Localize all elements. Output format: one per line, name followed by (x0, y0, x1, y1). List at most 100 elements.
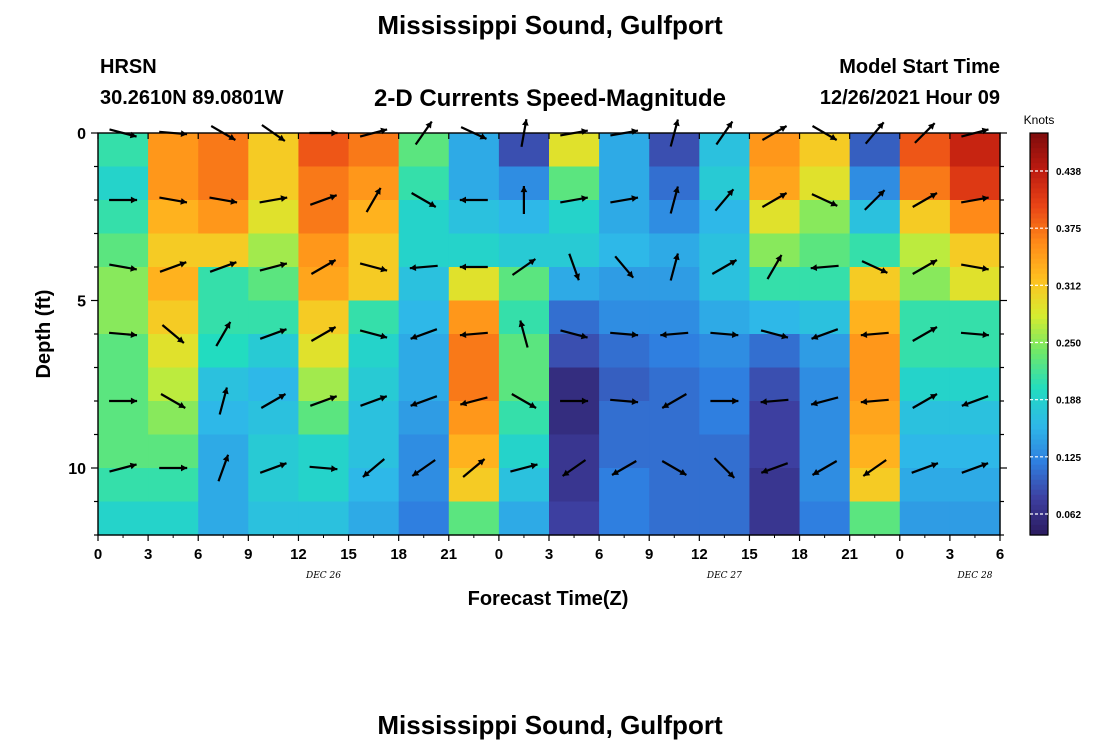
heatmap-cell (899, 267, 951, 302)
heatmap-cell (148, 233, 199, 268)
heatmap-cell (949, 367, 1001, 402)
heatmap-cell (148, 166, 199, 201)
colorbar-segment (1030, 494, 1048, 501)
heatmap-cell (599, 267, 650, 302)
heatmap-cell (448, 434, 500, 469)
heatmap-cell (749, 434, 801, 469)
x-tick-label: 21 (841, 546, 858, 563)
current-vector (460, 396, 488, 407)
current-vector (409, 264, 438, 271)
heatmap-cell (749, 468, 801, 503)
colorbar-segment (1030, 223, 1048, 230)
colorbar-segment (1030, 484, 1048, 491)
heatmap-cell (298, 166, 350, 201)
colorbar-segment (1030, 173, 1048, 179)
current-vector (912, 192, 938, 208)
heatmap-cell (549, 468, 600, 503)
heatmap-cell (248, 200, 300, 235)
current-vector (560, 397, 589, 405)
current-vector (714, 188, 735, 212)
heatmap-cell (348, 468, 400, 503)
current-vector (109, 397, 138, 405)
heatmap-cell (699, 200, 751, 235)
heatmap-cell (148, 334, 199, 369)
heatmap-cell (849, 468, 901, 503)
y-tick-label: 10 (68, 461, 86, 478)
heatmap-cell (298, 334, 350, 369)
heatmap-cell (248, 233, 300, 268)
current-vector (761, 192, 788, 208)
heatmap-cell (799, 200, 851, 235)
heatmap-cell (649, 300, 700, 335)
current-vector (713, 457, 736, 479)
heatmap-cell (549, 300, 600, 335)
x-tick-label: 21 (440, 546, 457, 563)
current-vector (462, 458, 486, 478)
current-vector (510, 462, 538, 473)
current-vector (309, 194, 338, 206)
current-vector (209, 261, 237, 273)
colorbar-segment (1030, 364, 1048, 370)
current-vector (560, 329, 588, 340)
heatmap-cell (198, 434, 249, 469)
heatmap-cell (849, 166, 901, 201)
current-vector (611, 460, 637, 476)
colorbar-segment (1030, 138, 1048, 144)
colorbar-segment (1030, 489, 1048, 496)
page-title-repeat: Mississippi Sound, Gulfport (377, 710, 723, 740)
current-vector (109, 462, 137, 473)
current-vector (911, 462, 939, 474)
heatmap-cell (498, 434, 550, 469)
heatmap-cell (899, 501, 951, 536)
heatmap-cell (749, 401, 801, 436)
current-vector (365, 187, 382, 213)
heatmap-cell (599, 468, 650, 503)
current-vector (864, 189, 886, 211)
heatmap-cell (749, 501, 801, 536)
colorbar-segment (1030, 449, 1048, 456)
heatmap-cell (849, 434, 901, 469)
current-vector (518, 320, 529, 348)
heatmap-cell (849, 401, 901, 436)
heatmap-cell (198, 133, 249, 168)
colorbar-segment (1030, 344, 1048, 350)
colorbar-segment (1030, 474, 1048, 481)
colorbar-segment (1030, 248, 1048, 255)
heatmap-cell (899, 233, 951, 268)
heatmap-cell (699, 334, 751, 369)
heatmap-cell (498, 501, 550, 536)
colorbar-segment (1030, 228, 1048, 235)
x-tick-label: 3 (946, 546, 954, 563)
heatmap-cell (699, 434, 751, 469)
colorbar-tick-label: 0.125 (1056, 453, 1081, 464)
colorbar-segment (1030, 293, 1048, 300)
current-vector (560, 195, 588, 204)
heatmap-cell (248, 468, 300, 503)
current-vector (217, 454, 230, 482)
heatmap-cell (248, 334, 300, 369)
heatmap-cell (148, 434, 199, 469)
colorbar-segment (1030, 328, 1048, 335)
heatmap-cell (899, 166, 951, 201)
heatmap-cell (448, 200, 500, 235)
heatmap-cell (949, 300, 1001, 335)
heatmap-cell (899, 401, 951, 436)
heatmap-cell (849, 200, 901, 235)
heatmap-cell (98, 166, 149, 201)
heatmap-cell (398, 468, 450, 503)
current-vector (811, 460, 838, 476)
colorbar-tick-label: 0.188 (1056, 396, 1081, 407)
heatmap-cell (549, 133, 600, 168)
heatmap-cell (348, 334, 400, 369)
heatmap-cell (599, 501, 650, 536)
heatmap-cell (198, 233, 249, 268)
heatmap-cell (248, 501, 300, 536)
colorbar-segment (1030, 308, 1048, 315)
heatmap-cell (448, 300, 500, 335)
heatmap-cell (849, 233, 901, 268)
x-tick-label: 12 (290, 546, 307, 563)
heatmap-cell (649, 267, 700, 302)
heatmap-cell (699, 367, 751, 402)
heatmap-cell (549, 367, 600, 402)
heatmap-cell (98, 200, 149, 235)
